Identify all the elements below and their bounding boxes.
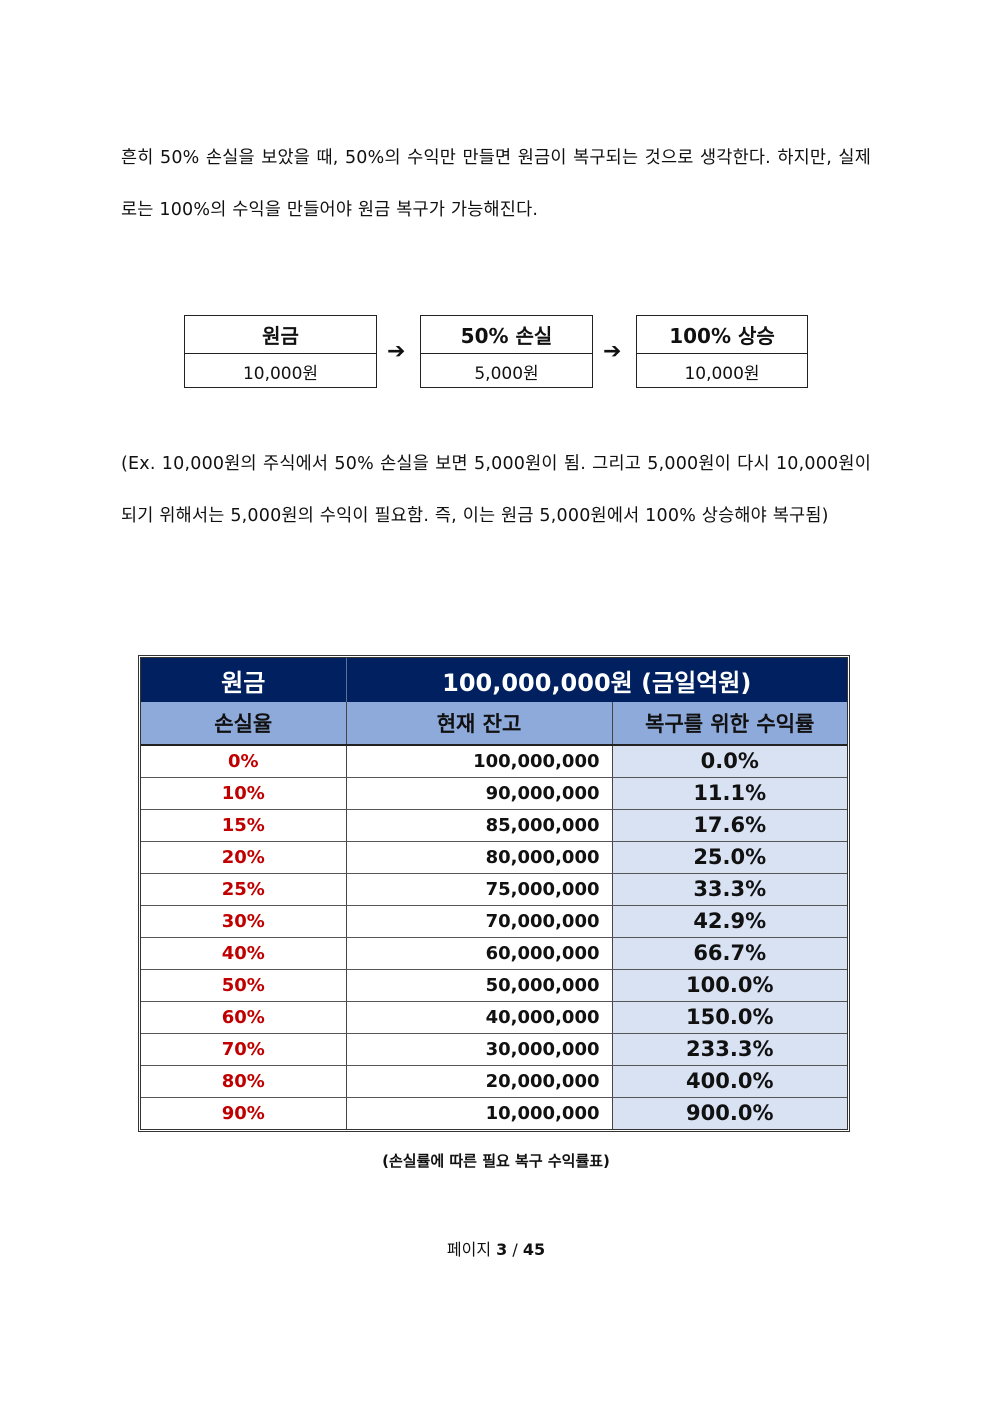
loss-rate-cell: 50% [141,969,347,1002]
flow-box-title: 50% 손실 [421,316,592,354]
balance-cell: 85,000,000 [346,809,613,842]
loss-rate-cell: 20% [141,841,347,874]
balance-cell: 75,000,000 [346,873,613,906]
header-loss-rate: 손실율 [141,702,347,746]
balance-cell: 80,000,000 [346,841,613,874]
loss-rate-cell: 60% [141,1001,347,1034]
flow-box-value: 10,000원 [684,364,760,384]
arrow-right-icon: ➔ [603,339,622,364]
table-row: 15% 85,000,000 17.6% [141,809,847,842]
table-row: 40% 60,000,000 66.7% [141,937,847,970]
loss-rate-cell: 70% [141,1033,347,1066]
balance-cell: 40,000,000 [346,1001,613,1034]
header-current-balance: 현재 잔고 [346,702,613,746]
table-row: 70% 30,000,000 233.3% [141,1033,847,1066]
header-recovery-rate: 복구를 위한 수익률 [612,702,847,746]
page-total: 45 [522,1240,546,1259]
recovery-rate-cell: 900.0% [612,1097,847,1129]
recovery-rate-cell: 100.0% [612,969,847,1002]
loss-rate-cell: 90% [141,1097,347,1129]
balance-cell: 50,000,000 [346,969,613,1002]
page-current: 3 [496,1240,508,1259]
balance-cell: 10,000,000 [346,1097,613,1129]
flow-box-principal: 원금 10,000원 [184,315,377,388]
table-row: 25% 75,000,000 33.3% [141,873,847,906]
principal-label: 원금 [141,658,347,702]
recovery-rate-cell: 33.3% [612,873,847,906]
flow-box-value: 10,000원 [242,364,319,384]
balance-cell: 60,000,000 [346,937,613,970]
flow-box-loss: 50% 손실 5,000원 [420,315,593,388]
recovery-rate-cell: 25.0% [612,841,847,874]
page-label: 페이지 [446,1240,492,1259]
table-row: 30% 70,000,000 42.9% [141,905,847,938]
recovery-rate-cell: 400.0% [612,1065,847,1098]
example-paragraph: (Ex. 10,000원의 주식에서 50% 손실을 보면 5,000원이 됨.… [121,454,871,526]
flow-box-value: 5,000원 [474,364,539,384]
recovery-rate-cell: 17.6% [612,809,847,842]
intro-paragraph: 흔히 50% 손실을 보았을 때, 50%의 수익만 만들면 원금이 복구되는 … [121,148,871,220]
principal-row: 원금 100,000,000원 (금일억원) [141,658,847,702]
arrow-right-icon: ➔ [387,339,406,364]
recovery-rate-cell: 0.0% [612,745,847,778]
loss-rate-cell: 10% [141,777,347,810]
recovery-rate-cell: 150.0% [612,1001,847,1034]
loss-rate-cell: 40% [141,937,347,970]
flow-box-title: 100% 상승 [637,316,807,354]
page-separator: / [512,1240,518,1259]
page-number: 페이지 3 / 45 [0,1236,992,1260]
recovery-rate-cell: 233.3% [612,1033,847,1066]
table-row: 90% 10,000,000 900.0% [141,1097,847,1129]
principal-value: 100,000,000원 (금일억원) [346,658,847,702]
recovery-rate-cell: 42.9% [612,905,847,938]
table-row: 80% 20,000,000 400.0% [141,1065,847,1098]
loss-rate-cell: 15% [141,809,347,842]
column-header-row: 손실율 현재 잔고 복구를 위한 수익률 [141,702,847,746]
recovery-rate-cell: 66.7% [612,937,847,970]
balance-cell: 30,000,000 [346,1033,613,1066]
loss-rate-cell: 30% [141,905,347,938]
table-caption: (손실률에 따른 필요 복구 수익률표) [382,1152,610,1170]
balance-cell: 70,000,000 [346,905,613,938]
table-row: 50% 50,000,000 100.0% [141,969,847,1002]
flow-box-rise: 100% 상승 10,000원 [636,315,808,388]
balance-cell: 20,000,000 [346,1065,613,1098]
recovery-rate-table: 원금 100,000,000원 (금일억원) 손실율 현재 잔고 복구를 위한 … [138,655,850,1132]
loss-rate-cell: 0% [141,745,347,778]
recovery-rate-cell: 11.1% [612,777,847,810]
table-row: 60% 40,000,000 150.0% [141,1001,847,1034]
table-row: 10% 90,000,000 11.1% [141,777,847,810]
table-row: 0% 100,000,000 0.0% [141,745,847,778]
loss-rate-cell: 25% [141,873,347,906]
loss-rate-cell: 80% [141,1065,347,1098]
table-row: 20% 80,000,000 25.0% [141,841,847,874]
balance-cell: 90,000,000 [346,777,613,810]
flow-box-title: 원금 [185,316,376,354]
balance-cell: 100,000,000 [346,745,613,778]
